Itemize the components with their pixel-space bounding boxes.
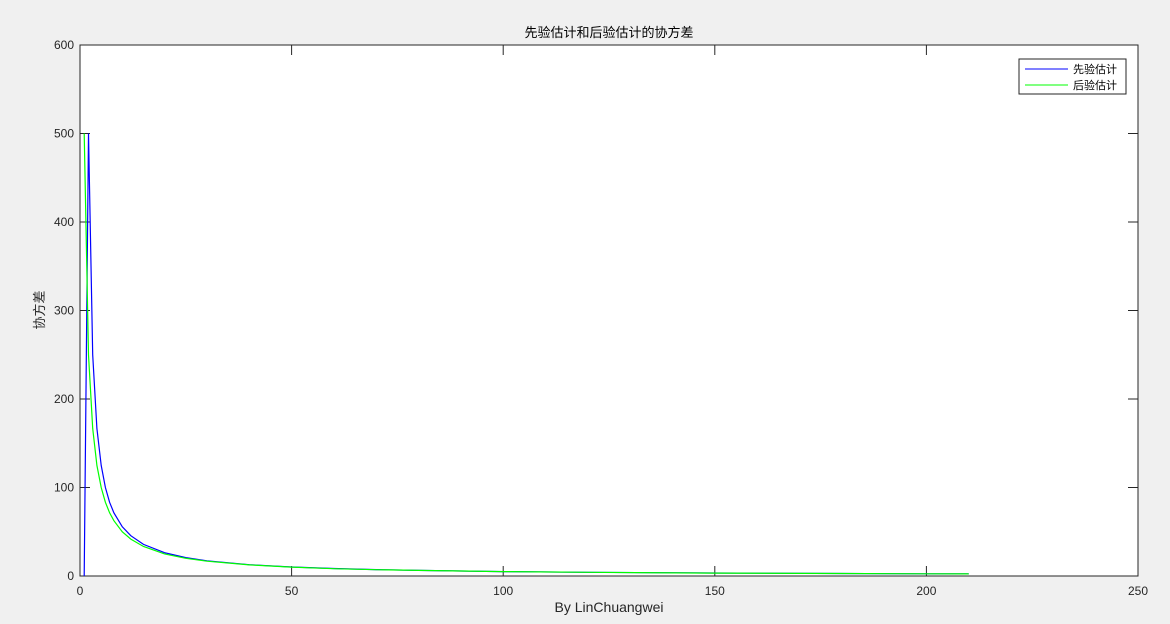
x-axis-ticks: 0 50 100 150 200 250	[77, 45, 1148, 598]
y-axis-label: 协方差	[32, 290, 48, 329]
x-tick-label: 250	[1128, 584, 1148, 598]
series-group	[83, 133, 969, 577]
legend-label-series-1: 后验估计	[1073, 78, 1117, 92]
x-tick-label: 0	[77, 584, 84, 598]
x-tick-label: 100	[493, 584, 513, 598]
y-tick-label: 300	[54, 304, 74, 318]
plot-area	[79, 44, 1139, 577]
y-tick-label: 100	[54, 481, 74, 495]
y-tick-label: 500	[54, 127, 74, 141]
x-tick-label: 150	[705, 584, 725, 598]
y-tick-label: 600	[54, 38, 74, 52]
y-tick-label: 200	[54, 392, 74, 406]
legend-box	[1018, 58, 1127, 95]
series-line-1	[83, 133, 969, 575]
x-tick-label: 50	[285, 584, 299, 598]
legend-label-series-0: 先验估计	[1073, 62, 1117, 76]
y-axis-ticks: 0 100 200 300 400 500 600	[54, 38, 1138, 583]
chart-title: 先验估计和后验估计的协方差	[524, 25, 693, 41]
y-tick-label: 0	[67, 569, 74, 583]
legend: 先验估计 后验估计	[1018, 58, 1127, 95]
x-axis-label: By LinChuangwei	[555, 599, 664, 615]
y-tick-label: 400	[54, 215, 74, 229]
x-tick-label: 200	[916, 584, 936, 598]
